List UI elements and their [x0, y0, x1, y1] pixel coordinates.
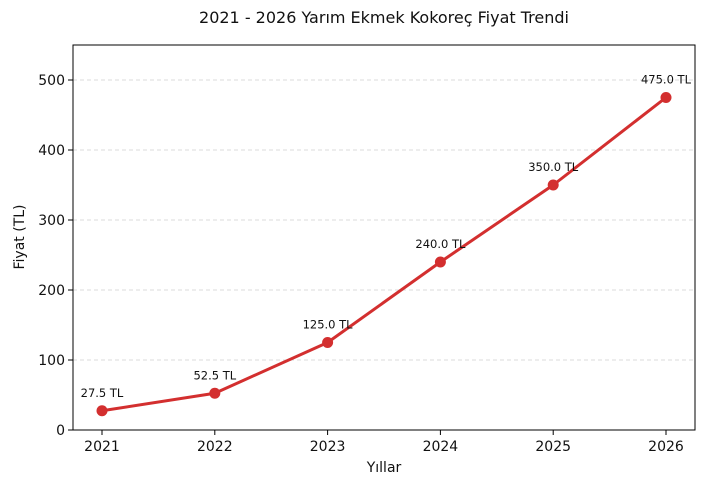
- y-tick-label: 200: [38, 283, 65, 299]
- x-tick-label: 2026: [648, 439, 684, 455]
- y-tick-label: 400: [38, 143, 65, 159]
- x-tick-label: 2021: [84, 439, 120, 455]
- axis-ticks: 0 100 200 300 400 500 2021 2022 2023 2024 2025 2026: [38, 73, 684, 455]
- data-point: [322, 337, 334, 348]
- y-tick-label: 500: [38, 73, 65, 89]
- data-label: 52.5 TL: [193, 368, 236, 382]
- y-tick-label: 0: [56, 423, 65, 439]
- x-tick-label: 2022: [197, 439, 233, 455]
- grid-lines: [73, 79, 695, 361]
- y-axis-label: Fiyat (TL): [12, 204, 28, 269]
- data-point: [434, 256, 446, 268]
- data-point: [96, 405, 108, 417]
- x-axis-label: Yıllar: [366, 460, 402, 476]
- data-point: [547, 179, 559, 191]
- x-tick-label: 2024: [423, 439, 459, 455]
- data-label: 475.0 TL: [641, 73, 692, 87]
- chart-title: 2021 - 2026 Yarım Ekmek Kokoreç Fiyat Tr…: [199, 8, 569, 27]
- plot-frame: [72, 44, 696, 431]
- series-layer: 27.5 TL 52.5 TL 125.0 TL 240.0 TL 350.0 TL 47…: [81, 73, 692, 417]
- x-tick-label: 2023: [310, 439, 346, 455]
- x-tick-label: 2025: [535, 439, 571, 455]
- data-label: 125.0 TL: [303, 318, 354, 332]
- data-point: [209, 387, 221, 399]
- y-tick-label: 100: [38, 353, 65, 369]
- y-tick-label: 300: [38, 213, 65, 229]
- data-point: [660, 92, 672, 103]
- data-label: 350.0 TL: [528, 160, 579, 174]
- data-label: 240.0 TL: [415, 237, 466, 251]
- data-label: 27.5 TL: [81, 386, 124, 400]
- series-line: [101, 96, 667, 413]
